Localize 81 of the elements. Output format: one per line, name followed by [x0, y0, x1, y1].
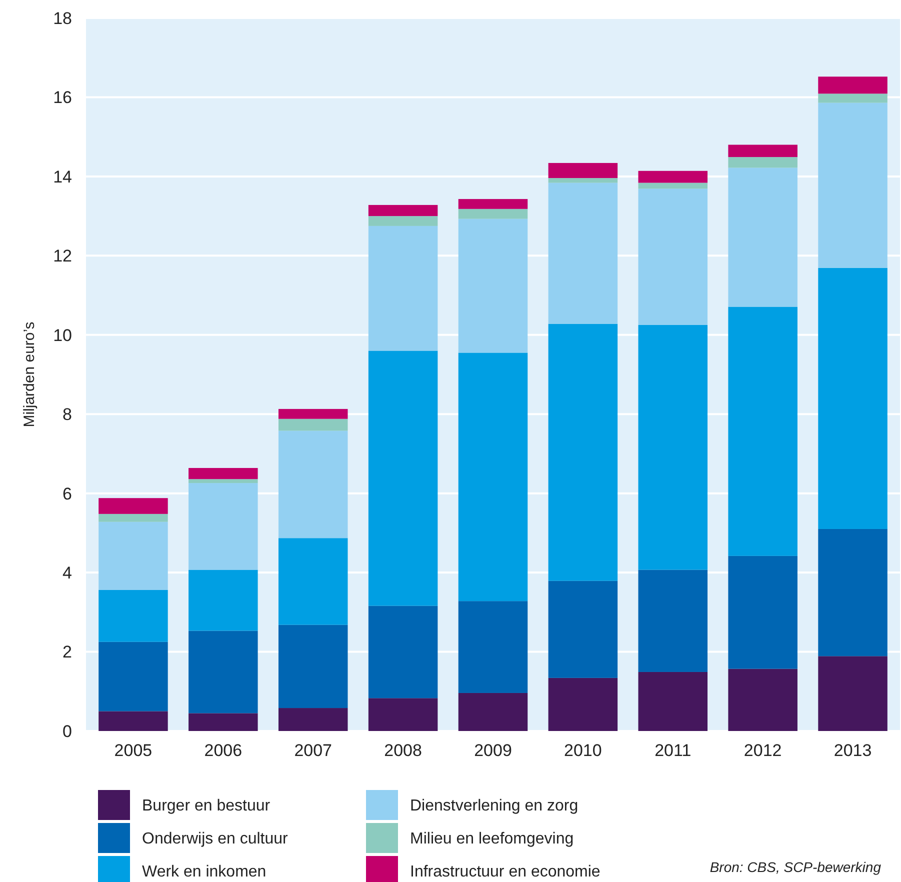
bar: [98, 522, 168, 590]
bar: [728, 168, 798, 307]
bar: [818, 102, 888, 268]
bar: [818, 528, 888, 656]
bar: [728, 157, 798, 168]
bar: [548, 678, 618, 731]
bar: [278, 408, 348, 419]
bar: [638, 324, 708, 570]
bar: [458, 199, 528, 209]
bar: [458, 352, 528, 602]
bar: [368, 216, 438, 226]
bar: [188, 570, 258, 631]
bar: [188, 479, 258, 484]
x-tick-label: 2005: [114, 741, 152, 760]
bar: [728, 144, 798, 158]
bar: [278, 418, 348, 431]
x-tick-label: 2012: [744, 741, 782, 760]
legend-label: Dienstverlening en zorg: [410, 798, 578, 815]
y-tick-label: 12: [53, 246, 72, 266]
y-tick-label: 2: [62, 642, 72, 662]
y-tick-label: 0: [62, 722, 72, 741]
bar: [368, 350, 438, 606]
bar: [278, 708, 348, 731]
y-tick-label: 6: [62, 484, 72, 504]
x-tick-label: 2010: [564, 741, 602, 760]
bar: [728, 306, 798, 556]
y-axis-title: Miljarden euro’s: [21, 322, 38, 428]
bar: [188, 630, 258, 714]
bar: [638, 188, 708, 325]
legend-label: Burger en bestuur: [142, 798, 271, 815]
legend-label: Onderwijs en cultuur: [142, 830, 289, 848]
bar: [98, 590, 168, 642]
x-tick-label: 2011: [654, 741, 692, 760]
bar: [548, 324, 618, 581]
x-tick-label: 2006: [204, 741, 242, 760]
bar: [638, 570, 708, 672]
text: Bron: CBS, SCP-bewerking: [710, 859, 882, 875]
y-tick-label: 16: [53, 88, 72, 108]
bar: [368, 226, 438, 351]
bar: [818, 76, 888, 94]
bar: [368, 204, 438, 216]
legend-label: Milieu en leefomgeving: [410, 830, 574, 848]
bar: [368, 698, 438, 731]
bar: [188, 713, 258, 731]
bar: [278, 430, 348, 538]
y-tick-label: 8: [62, 405, 72, 424]
bar: [98, 642, 168, 712]
y-tick-label: 4: [62, 564, 72, 583]
bar: [548, 162, 618, 178]
bar: [458, 218, 528, 353]
bar: [638, 672, 708, 731]
bar: [98, 514, 168, 522]
bar: [818, 656, 888, 731]
x-tick-label: 2007: [294, 741, 332, 760]
bar: [188, 468, 258, 480]
bar: [458, 208, 528, 219]
y-tick-label: 14: [53, 167, 72, 186]
bar: [728, 668, 798, 731]
bar: [188, 483, 258, 570]
bar: [638, 182, 708, 189]
bar: [548, 178, 618, 183]
bar: [728, 556, 798, 669]
x-tick-label: 2008: [384, 741, 422, 760]
bar: [368, 606, 438, 698]
bar: [818, 94, 888, 103]
bar: [98, 498, 168, 514]
bar: [98, 711, 168, 731]
bar: [278, 538, 348, 625]
bar: [278, 624, 348, 708]
legend-label: Infrastructuur en economie: [410, 864, 600, 881]
bar: [548, 580, 618, 678]
x-tick-label: 2013: [834, 741, 872, 760]
bar: [458, 601, 528, 693]
x-tick-label: 2009: [474, 741, 512, 760]
bar: [458, 692, 528, 731]
legend-label: Werk en inkomen: [142, 864, 266, 881]
bar: [638, 170, 708, 183]
y-tick-label: 18: [53, 8, 72, 28]
bar: [548, 182, 618, 324]
y-tick-label: 10: [53, 326, 72, 345]
bar: [818, 268, 888, 529]
